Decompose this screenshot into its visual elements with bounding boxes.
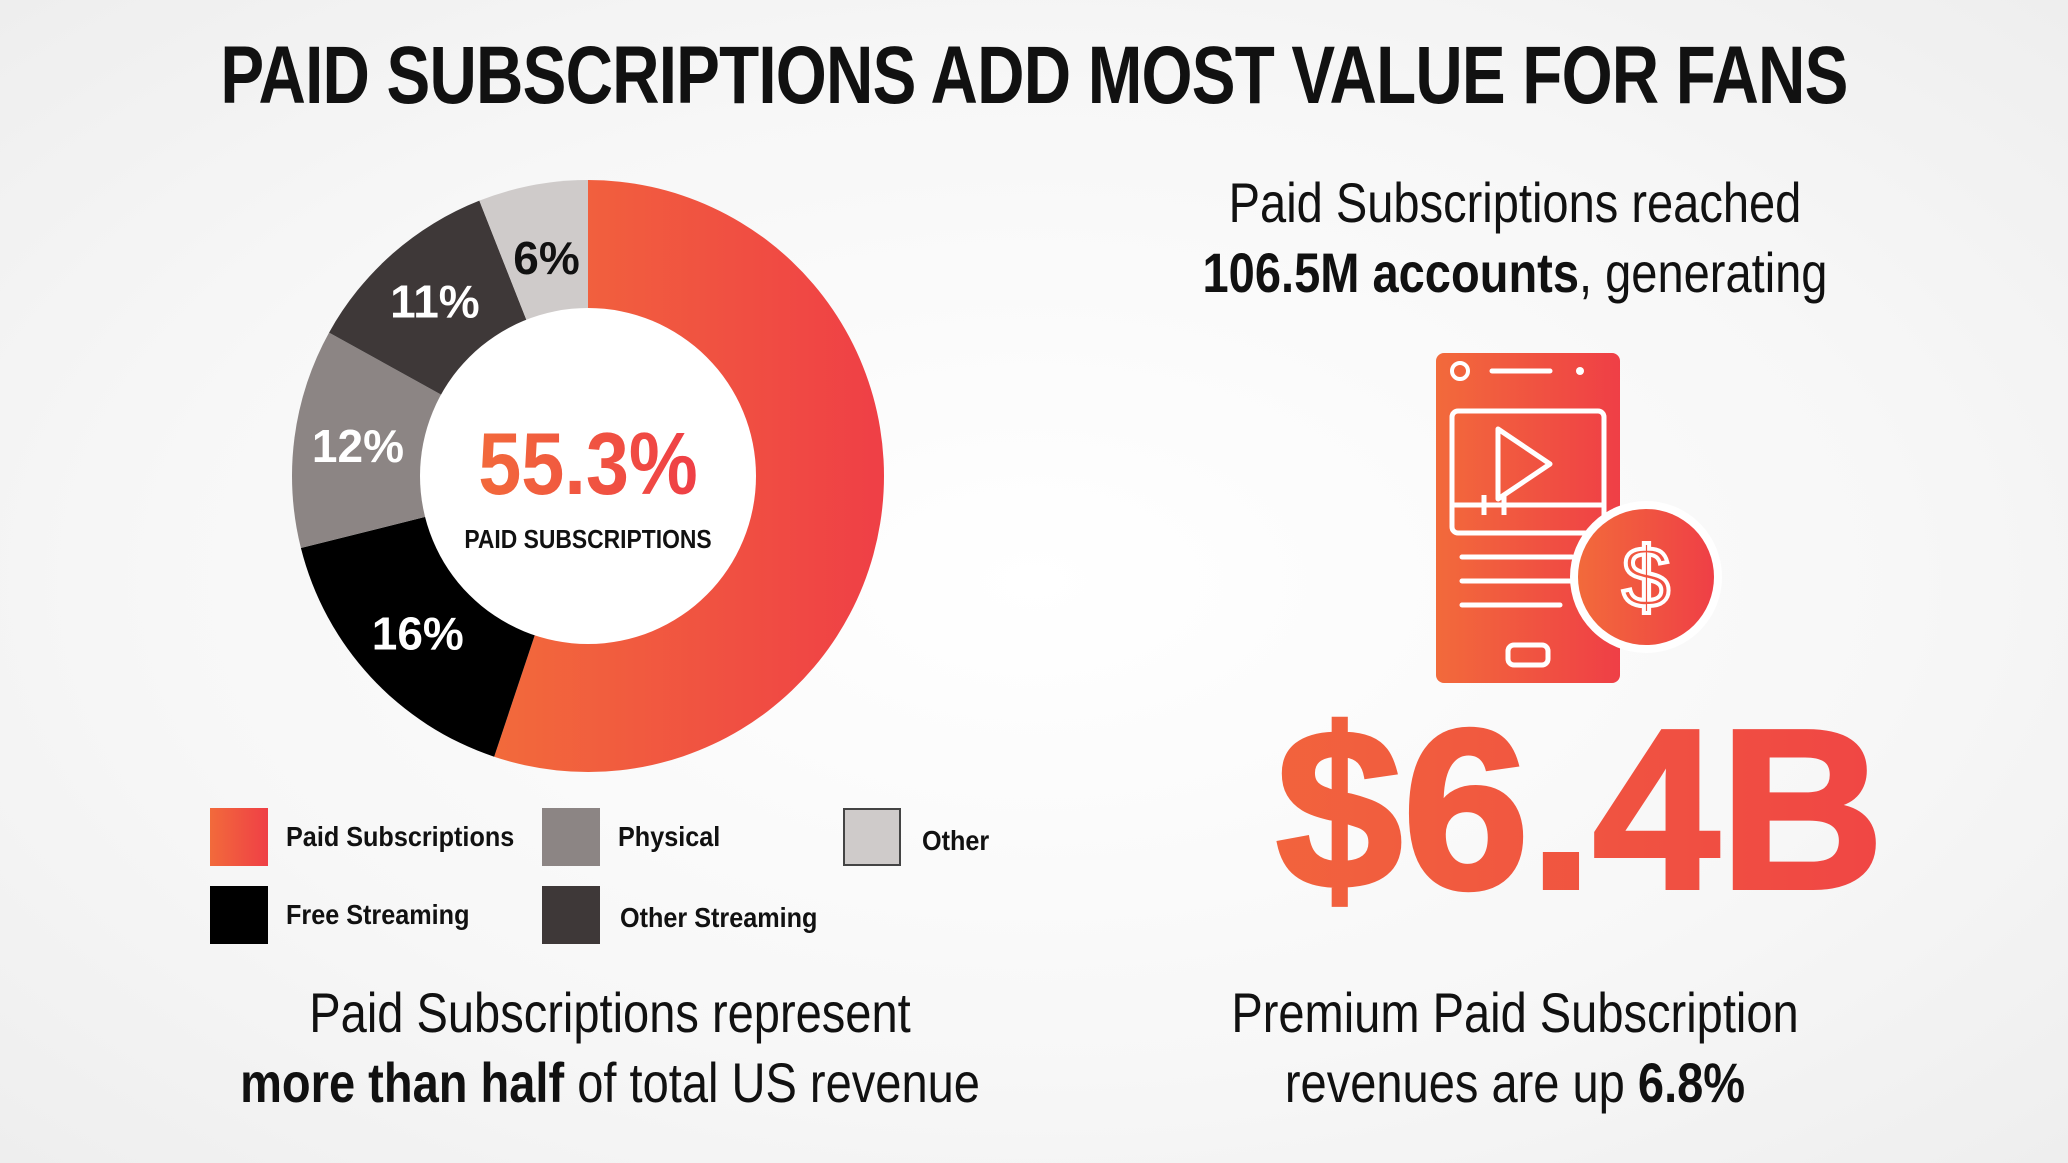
slice-label-other-streaming: 11% [390, 276, 480, 328]
legend-label-other: Other [922, 825, 990, 856]
right-top-line1: Paid Subscriptions reached [1228, 171, 1802, 234]
donut-hole [420, 308, 756, 644]
left-caption-emphasis: more than half [240, 1051, 565, 1114]
big-revenue-value: $6.4B [1130, 688, 2030, 932]
right-top-text: Paid Subscriptions reached 106.5M accoun… [1082, 168, 1947, 308]
phone-video-dollar-icon: $ [1436, 353, 1722, 683]
right-bottom-line1: Premium Paid Subscription [1231, 981, 1799, 1044]
left-caption-line1: Paid Subscriptions represent [309, 981, 911, 1044]
legend-label-other-streaming: Other Streaming [620, 902, 818, 933]
accounts-emphasis: 106.5M accounts [1202, 241, 1580, 304]
right-top-line2: 106.5M accounts, generating [1082, 238, 1947, 308]
right-bottom-text: Premium Paid Subscription revenues are u… [1082, 978, 1947, 1118]
left-caption-line2-rest: of total US revenue [564, 1051, 980, 1114]
growth-emphasis: 6.8% [1637, 1051, 1746, 1114]
page-title: PAID SUBSCRIPTIONS ADD MOST VALUE FOR FA… [220, 30, 1848, 121]
center-value: 55.3% [478, 414, 698, 513]
center-label: PAID SUBSCRIPTIONS [464, 526, 711, 555]
left-caption: Paid Subscriptions represent more than h… [182, 978, 1039, 1118]
right-bottom-line2-rest: revenues are up [1284, 1051, 1638, 1114]
legend-swatch-physical [542, 808, 600, 866]
svg-text:$: $ [1622, 530, 1670, 626]
legend-label-physical: Physical [618, 821, 721, 852]
legend-swatch-other-streaming [542, 886, 600, 944]
legend-swatch-free-streaming [210, 886, 268, 944]
left-caption-line2: more than half of total US revenue [182, 1048, 1039, 1118]
donut-chart: 16% 12% 11% 6% 55.3% PAID SUBSCRIPTIONS [292, 180, 884, 772]
right-bottom-line2: revenues are up 6.8% [1082, 1048, 1947, 1118]
right-top-line2-rest: , generating [1579, 241, 1828, 304]
legend-label-free-streaming: Free Streaming [286, 899, 470, 930]
slice-label-physical: 12% [312, 420, 404, 472]
legend-label-paid-subscriptions: Paid Subscriptions [286, 821, 515, 852]
slice-label-free-streaming: 16% [372, 608, 464, 660]
slice-label-other: 6% [513, 232, 579, 284]
legend-swatch-paid-subscriptions [210, 808, 268, 866]
legend-swatch-other [843, 808, 901, 866]
